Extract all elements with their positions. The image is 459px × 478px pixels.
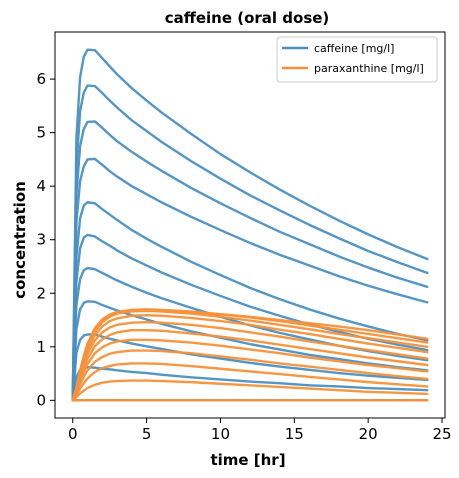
y-tick-label-0: 0	[36, 391, 46, 409]
x-tick-label-5: 5	[142, 425, 152, 443]
plot-frame	[54, 31, 446, 419]
plot-lines	[71, 48, 429, 402]
x-tick-label-15: 15	[285, 425, 304, 443]
series-line-paraxanthine-5	[71, 329, 429, 402]
legend-label-caffeine: caffeine [mg/l]	[314, 42, 394, 55]
y-axis-title: concentration	[11, 181, 29, 299]
x-tick-label-25: 25	[432, 425, 451, 443]
y-tick-label-2: 2	[36, 284, 46, 302]
y-tick-label-5: 5	[36, 124, 46, 142]
y-tick-label-6: 6	[36, 70, 46, 88]
series-line-paraxanthine-1	[71, 379, 429, 402]
series-line-caffeine-7	[71, 157, 429, 402]
series-line-caffeine-3	[71, 300, 429, 402]
x-tick-label-10: 10	[211, 425, 230, 443]
legend: caffeine [mg/l] paraxanthine [mg/l]	[276, 36, 438, 83]
series-line-caffeine-8	[71, 120, 429, 402]
legend-box	[276, 36, 438, 83]
series-line-caffeine-6	[71, 201, 429, 402]
x-tick-label-0: 0	[68, 425, 78, 443]
y-tick-label-1: 1	[36, 338, 46, 356]
x-axis-title: time [hr]	[210, 451, 285, 469]
series-line-caffeine-2	[71, 333, 429, 402]
legend-label-paraxanthine: paraxanthine [mg/l]	[314, 62, 424, 75]
series-line-paraxanthine-2	[71, 362, 429, 402]
series-line-caffeine-9	[71, 84, 429, 402]
chart-title: caffeine (oral dose)	[165, 9, 330, 27]
x-axis: 0 5 10 15 20 25	[68, 418, 452, 443]
series-line-caffeine-10	[71, 48, 429, 402]
y-axis: 0 1 2 3 4 5 6	[36, 70, 55, 409]
x-tick-label-20: 20	[359, 425, 378, 443]
y-tick-label-4: 4	[36, 177, 46, 195]
series-line-paraxanthine-4	[71, 338, 429, 402]
y-tick-label-3: 3	[36, 231, 46, 249]
series-line-paraxanthine-10	[71, 309, 429, 402]
series-line-paraxanthine-3	[71, 349, 429, 402]
